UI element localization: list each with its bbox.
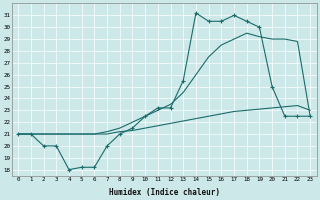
X-axis label: Humidex (Indice chaleur): Humidex (Indice chaleur) <box>109 188 220 197</box>
